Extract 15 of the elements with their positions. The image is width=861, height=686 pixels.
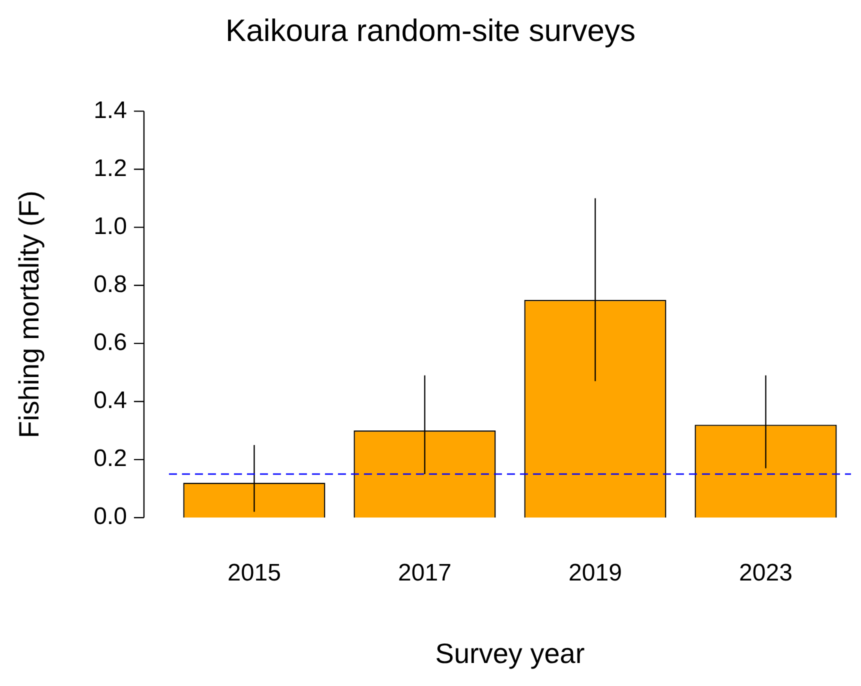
y-tick-label: 1.4 [94,96,127,124]
x-tick-label: 2015 [228,560,281,587]
chart-title: Kaikoura random-site surveys [225,13,636,48]
x-tick-label: 2023 [739,560,792,587]
y-tick-label: 0.2 [94,445,127,472]
y-tick-label: 1.0 [94,212,127,240]
y-tick-label: 0.6 [94,329,127,356]
y-tick-label: 0.0 [94,503,127,530]
y-tick-label: 0.8 [94,270,127,298]
x-axis-title: Survey year [435,638,585,669]
y-tick-label: 1.2 [94,154,127,182]
y-axis-title: Fishing mortality (F) [14,190,45,438]
x-tick-label: 2017 [398,560,452,587]
y-tick-label: 0.4 [94,387,127,414]
x-tick-label: 2019 [568,560,622,587]
